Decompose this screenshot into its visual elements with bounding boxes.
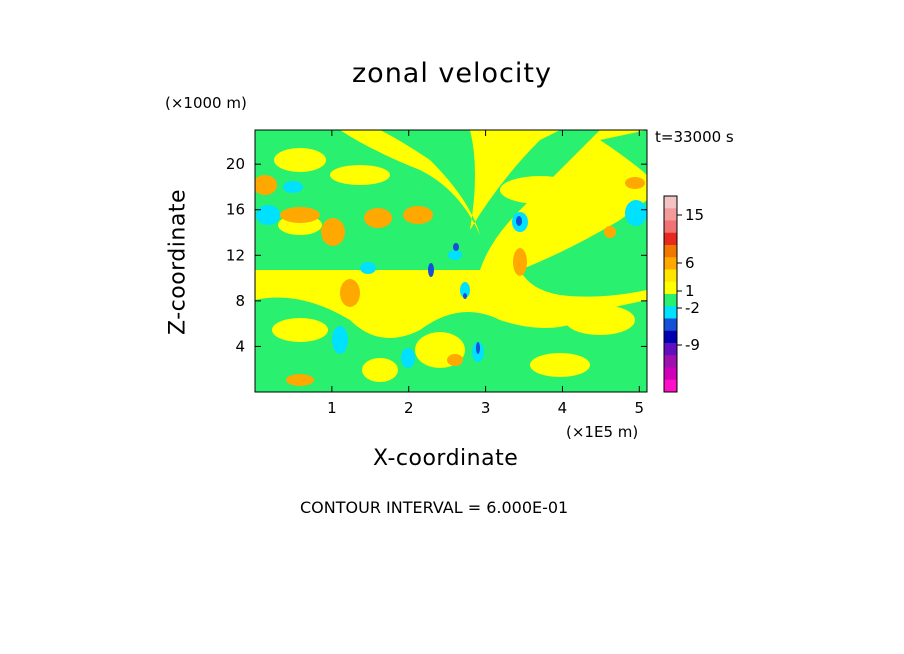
- colorbar-swatch: [664, 245, 677, 258]
- contour-interval-note: CONTOUR INTERVAL = 6.000E-01: [300, 498, 569, 517]
- colorbar-frame: [663, 195, 678, 393]
- x-tick-label: 4: [558, 399, 568, 417]
- orange-patches: [255, 175, 645, 386]
- x-axis: 1 2 3 4 5: [327, 130, 644, 417]
- cyan-patches: [256, 181, 647, 368]
- chart-title: zonal velocity: [352, 58, 552, 89]
- x-tick-label: 2: [404, 399, 414, 417]
- colorbar-swatch: [664, 294, 677, 307]
- x-tick-label: 1: [327, 399, 337, 417]
- y-tick-label: 4: [235, 337, 245, 355]
- colorbar-label: 1: [685, 282, 695, 300]
- colorbar-swatch: [664, 257, 677, 270]
- colorbar-label: 6: [685, 254, 695, 272]
- yellow-islands: [272, 148, 635, 382]
- x-axis-unit: (×1E5 m): [566, 423, 639, 441]
- colorbar-swatch: [664, 330, 677, 344]
- y-tick-label: 20: [226, 155, 245, 173]
- colorbar-swatch: [664, 220, 677, 234]
- x-tick-label: 5: [635, 399, 645, 417]
- y-tick-label: 8: [235, 292, 245, 310]
- plot-frame: [254, 129, 648, 393]
- colorbar-swatch: [664, 343, 677, 356]
- y-tick-label: 12: [226, 246, 245, 264]
- colorbar-swatch: [664, 306, 677, 319]
- colorbar-label: -2: [685, 299, 700, 317]
- time-label: t=33000 s: [655, 128, 734, 146]
- colorbar-swatch: [664, 355, 677, 368]
- colorbar-swatch: [664, 232, 677, 246]
- y-axis-label: Z-coordinate: [165, 189, 191, 335]
- plot-area: [255, 130, 647, 392]
- y-axis: 4 8 12 16 20: [226, 155, 647, 355]
- colorbar-swatch: [664, 281, 677, 295]
- colorbar-swatch: [664, 208, 677, 221]
- colorbar-label: 15: [685, 206, 704, 224]
- colorbar-swatch: [664, 196, 677, 209]
- colorbar-swatch: [664, 318, 677, 332]
- y-tick-label: 16: [226, 201, 245, 219]
- colorbar-swatch: [664, 269, 677, 283]
- colorbar-swatch: [664, 367, 677, 381]
- x-tick-label: 3: [481, 399, 491, 417]
- x-axis-label: X-coordinate: [373, 446, 519, 471]
- y-axis-unit: (×1000 m): [165, 94, 247, 112]
- colorbar-swatch: [664, 379, 677, 393]
- blue-cores: [428, 216, 522, 354]
- colorbar-label: -9: [685, 336, 700, 354]
- colorbar: 15 6 1-2 -9: [663, 195, 704, 393]
